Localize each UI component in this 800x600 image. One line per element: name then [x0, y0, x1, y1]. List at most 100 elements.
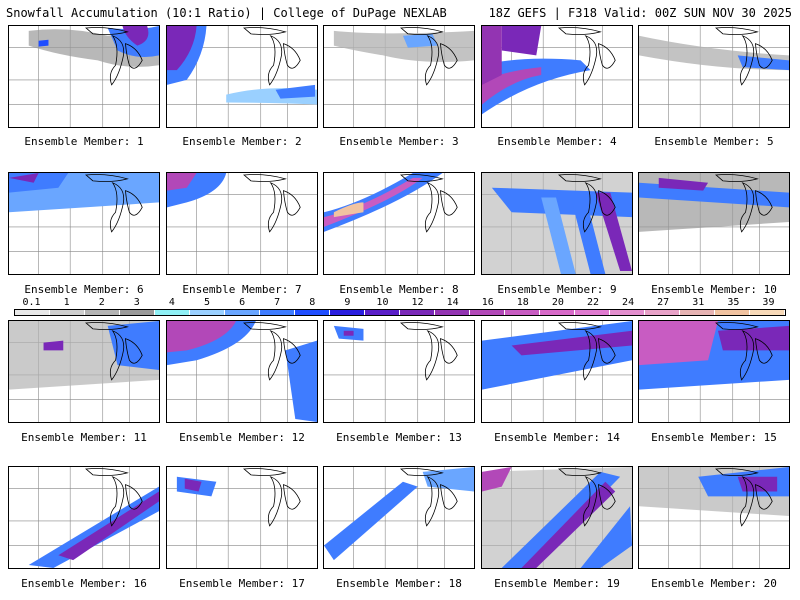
great-lake-outline [424, 34, 440, 86]
map-title: Snowfall Accumulation (10:1 Ratio) | Col… [6, 6, 447, 20]
basemap [167, 173, 317, 274]
colorbar-swatch [645, 310, 680, 315]
great-lake-outline [715, 27, 759, 35]
great-lake-outline [424, 181, 440, 233]
colorbar-swatch [540, 310, 575, 315]
colorbar-swatch [435, 310, 470, 315]
colorbar-tick-label: 8 [309, 297, 316, 308]
ensemble-map-panel [323, 25, 475, 128]
ensemble-map-panel [166, 25, 318, 128]
colorbar-swatch [680, 310, 715, 315]
colorbar-tick-labels: 0.1 1 2 3 4 5 6 7 8 9 10 12 14 16 18 20 22 24 27 31 35 39 [14, 298, 786, 308]
colorbar-tick-label: 24 [622, 297, 635, 308]
great-lake-outline [243, 468, 287, 476]
colorbar-tick-label: 0.1 [22, 297, 41, 308]
great-lake-outline [755, 338, 773, 364]
great-lake-outline [755, 43, 773, 69]
great-lake-outline [283, 484, 301, 510]
great-lake-outline [109, 475, 125, 527]
ensemble-map-panel [323, 466, 475, 569]
great-lake-outline [739, 329, 755, 381]
colorbar-tick-label: 3 [133, 297, 140, 308]
great-lake-outline [598, 190, 616, 216]
great-lake-outline [283, 338, 301, 364]
colorbar-swatch [365, 310, 400, 315]
colorbar-swatch [750, 310, 785, 315]
colorbar-swatch [155, 310, 190, 315]
member-label: Ensemble Member: 2 [182, 135, 302, 148]
colorbar-swatch [190, 310, 225, 315]
great-lake-outline [582, 34, 598, 86]
great-lake-outline [715, 468, 759, 476]
great-lake-outline [440, 484, 458, 510]
ensemble-map-panel [8, 25, 160, 128]
run-valid-time: 18Z GEFS | F318 Valid: 00Z SUN NOV 30 20… [488, 6, 792, 20]
colorbar-swatch [50, 310, 85, 315]
colorbar-swatch [505, 310, 540, 315]
ensemble-map-panel [638, 172, 790, 275]
colorbar-tick-label: 12 [411, 297, 424, 308]
colorbar-tick-label: 35 [727, 297, 740, 308]
great-lake-outline [400, 27, 444, 35]
member-label: Ensemble Member: 13 [336, 431, 462, 444]
great-lake-outline [243, 174, 287, 182]
member-label: Ensemble Member: 3 [339, 135, 459, 148]
great-lake-outline [739, 475, 755, 527]
great-lake-outline [125, 338, 143, 364]
colorbar-tick-label: 20 [551, 297, 564, 308]
member-label: Ensemble Member: 8 [339, 283, 459, 296]
member-label: Ensemble Member: 15 [651, 431, 777, 444]
great-lake-outline [424, 329, 440, 381]
great-lake-outline [440, 43, 458, 69]
ensemble-map-panel [481, 320, 633, 423]
colorbar-swatch [610, 310, 645, 315]
great-lake-outline [267, 475, 283, 527]
colorbar-swatch [260, 310, 295, 315]
great-lake-outline [109, 34, 125, 86]
member-label: Ensemble Member: 12 [179, 431, 305, 444]
great-lake-outline [267, 181, 283, 233]
member-label: Ensemble Member: 7 [182, 283, 302, 296]
colorbar-swatch [400, 310, 435, 315]
great-lake-outline [267, 329, 283, 381]
great-lake-outline [582, 181, 598, 233]
colorbar-tick-label: 18 [516, 297, 529, 308]
great-lake-outline [582, 329, 598, 381]
member-label: Ensemble Member: 10 [651, 283, 777, 296]
colorbar-tick-label: 10 [376, 297, 389, 308]
ensemble-map-panel [638, 466, 790, 569]
great-lake-outline [267, 34, 283, 86]
basemap [167, 467, 317, 568]
colorbar-tick-label: 22 [586, 297, 600, 308]
member-label: Ensemble Member: 19 [494, 577, 620, 590]
great-lake-outline [85, 27, 129, 35]
ensemble-map-panel [481, 172, 633, 275]
great-lake-outline [558, 27, 602, 35]
ensemble-map-panel [166, 320, 318, 423]
colorbar-tick-label: 1 [63, 297, 70, 308]
great-lake-outline [598, 484, 616, 510]
great-lake-outline [739, 34, 755, 86]
basemap [324, 173, 474, 274]
colorbar-swatch [120, 310, 155, 315]
great-lake-outline [85, 322, 129, 330]
colorbar-swatch [715, 310, 750, 315]
ensemble-map-panel [323, 320, 475, 423]
great-lake-outline [715, 322, 759, 330]
ensemble-map-panel [638, 25, 790, 128]
basemap [324, 321, 474, 422]
member-label: Ensemble Member: 1 [24, 135, 144, 148]
great-lake-outline [440, 338, 458, 364]
colorbar-swatch [225, 310, 260, 315]
great-lake-outline [598, 338, 616, 364]
colorbar-tick-label: 27 [657, 297, 670, 308]
member-label: Ensemble Member: 18 [336, 577, 462, 590]
ensemble-map-panel [323, 172, 475, 275]
colorbar-tick-label: 14 [446, 297, 459, 308]
colorbar-tick-label: 7 [274, 297, 281, 308]
great-lake-outline [400, 174, 444, 182]
great-lake-outline [283, 43, 301, 69]
colorbar-tick-label: 16 [481, 297, 494, 308]
member-label: Ensemble Member: 4 [497, 135, 617, 148]
member-label: Ensemble Member: 16 [21, 577, 147, 590]
